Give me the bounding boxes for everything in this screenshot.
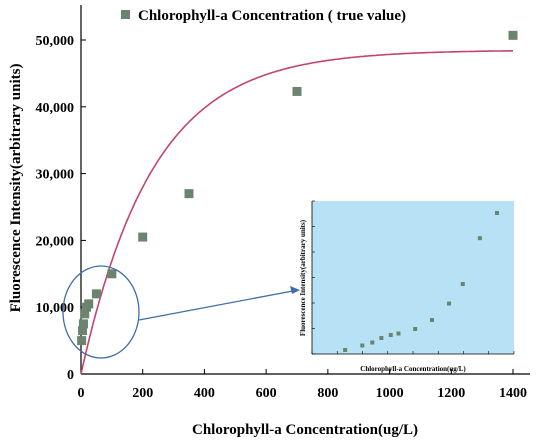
zoom-arrow — [138, 289, 299, 321]
y-tick-label: 30,000 — [36, 168, 75, 183]
data-point — [80, 309, 90, 319]
inset-data-point — [477, 236, 482, 241]
legend-label: Chlorophyll-a Concentration ( true value… — [138, 8, 406, 24]
inset-data-point — [388, 333, 393, 338]
inset-y-title: Fluorescence Intensity(arbitrary units) — [299, 219, 307, 336]
zoom-arrowhead — [290, 286, 300, 294]
y-tick-label: 20,000 — [36, 234, 75, 249]
data-point — [138, 232, 148, 242]
y-axis-title: Fluorescence Intensity(arbitrary units) — [8, 64, 24, 313]
data-point — [107, 269, 117, 279]
inset-points — [343, 211, 499, 353]
data-point — [292, 86, 302, 96]
x-tick-label: 800 — [317, 386, 338, 401]
inset-data-point — [495, 211, 499, 215]
inset-data-point — [343, 348, 348, 353]
data-point — [508, 30, 518, 40]
zoom-ellipse — [62, 265, 140, 359]
x-tick-label: 400 — [194, 386, 215, 401]
inset-data-point — [370, 340, 375, 345]
axis-ticks: 0 200 400 600 800 1000 1200 1400 0 10,000 20,000 30… — [36, 34, 528, 401]
x-tick-label: 200 — [132, 386, 153, 401]
x-tick-label: 1200 — [437, 386, 465, 401]
data-point — [78, 326, 88, 336]
inset-x-title: Chlorophyll-a Concentration(ug/L) — [360, 365, 466, 373]
inset-data-point — [360, 343, 365, 348]
data-point — [78, 319, 88, 329]
y-tick-label: 50,000 — [36, 34, 75, 49]
inset-data-point — [396, 331, 401, 336]
x-tick-label: 1000 — [376, 386, 404, 401]
inset-data-point — [413, 327, 418, 332]
inset-chart: Chlorophyll-a Concentration(ug/L) Fluore… — [299, 200, 515, 373]
data-point — [77, 336, 87, 346]
inset-data-point — [460, 282, 465, 287]
data-point — [91, 289, 101, 299]
data-points — [77, 30, 518, 346]
legend-marker — [121, 10, 130, 19]
x-tick-label: 600 — [256, 386, 277, 401]
inset-data-point — [430, 318, 435, 323]
y-tick-label: 10,000 — [36, 301, 75, 316]
x-axis-title: Chlorophyll-a Concentration(ug/L) — [192, 422, 418, 438]
inset-data-point — [379, 336, 384, 341]
y-tick-label: 40,000 — [36, 101, 75, 116]
data-point — [84, 299, 94, 309]
data-point — [184, 189, 194, 199]
inset-background — [312, 201, 514, 354]
x-tick-label: 0 — [78, 386, 85, 401]
fit-curve — [80, 50, 513, 375]
inset-data-point — [447, 301, 452, 306]
inset-ticks — [311, 200, 515, 355]
y-tick-label: 0 — [67, 368, 74, 383]
x-tick-label: 1400 — [499, 386, 527, 401]
